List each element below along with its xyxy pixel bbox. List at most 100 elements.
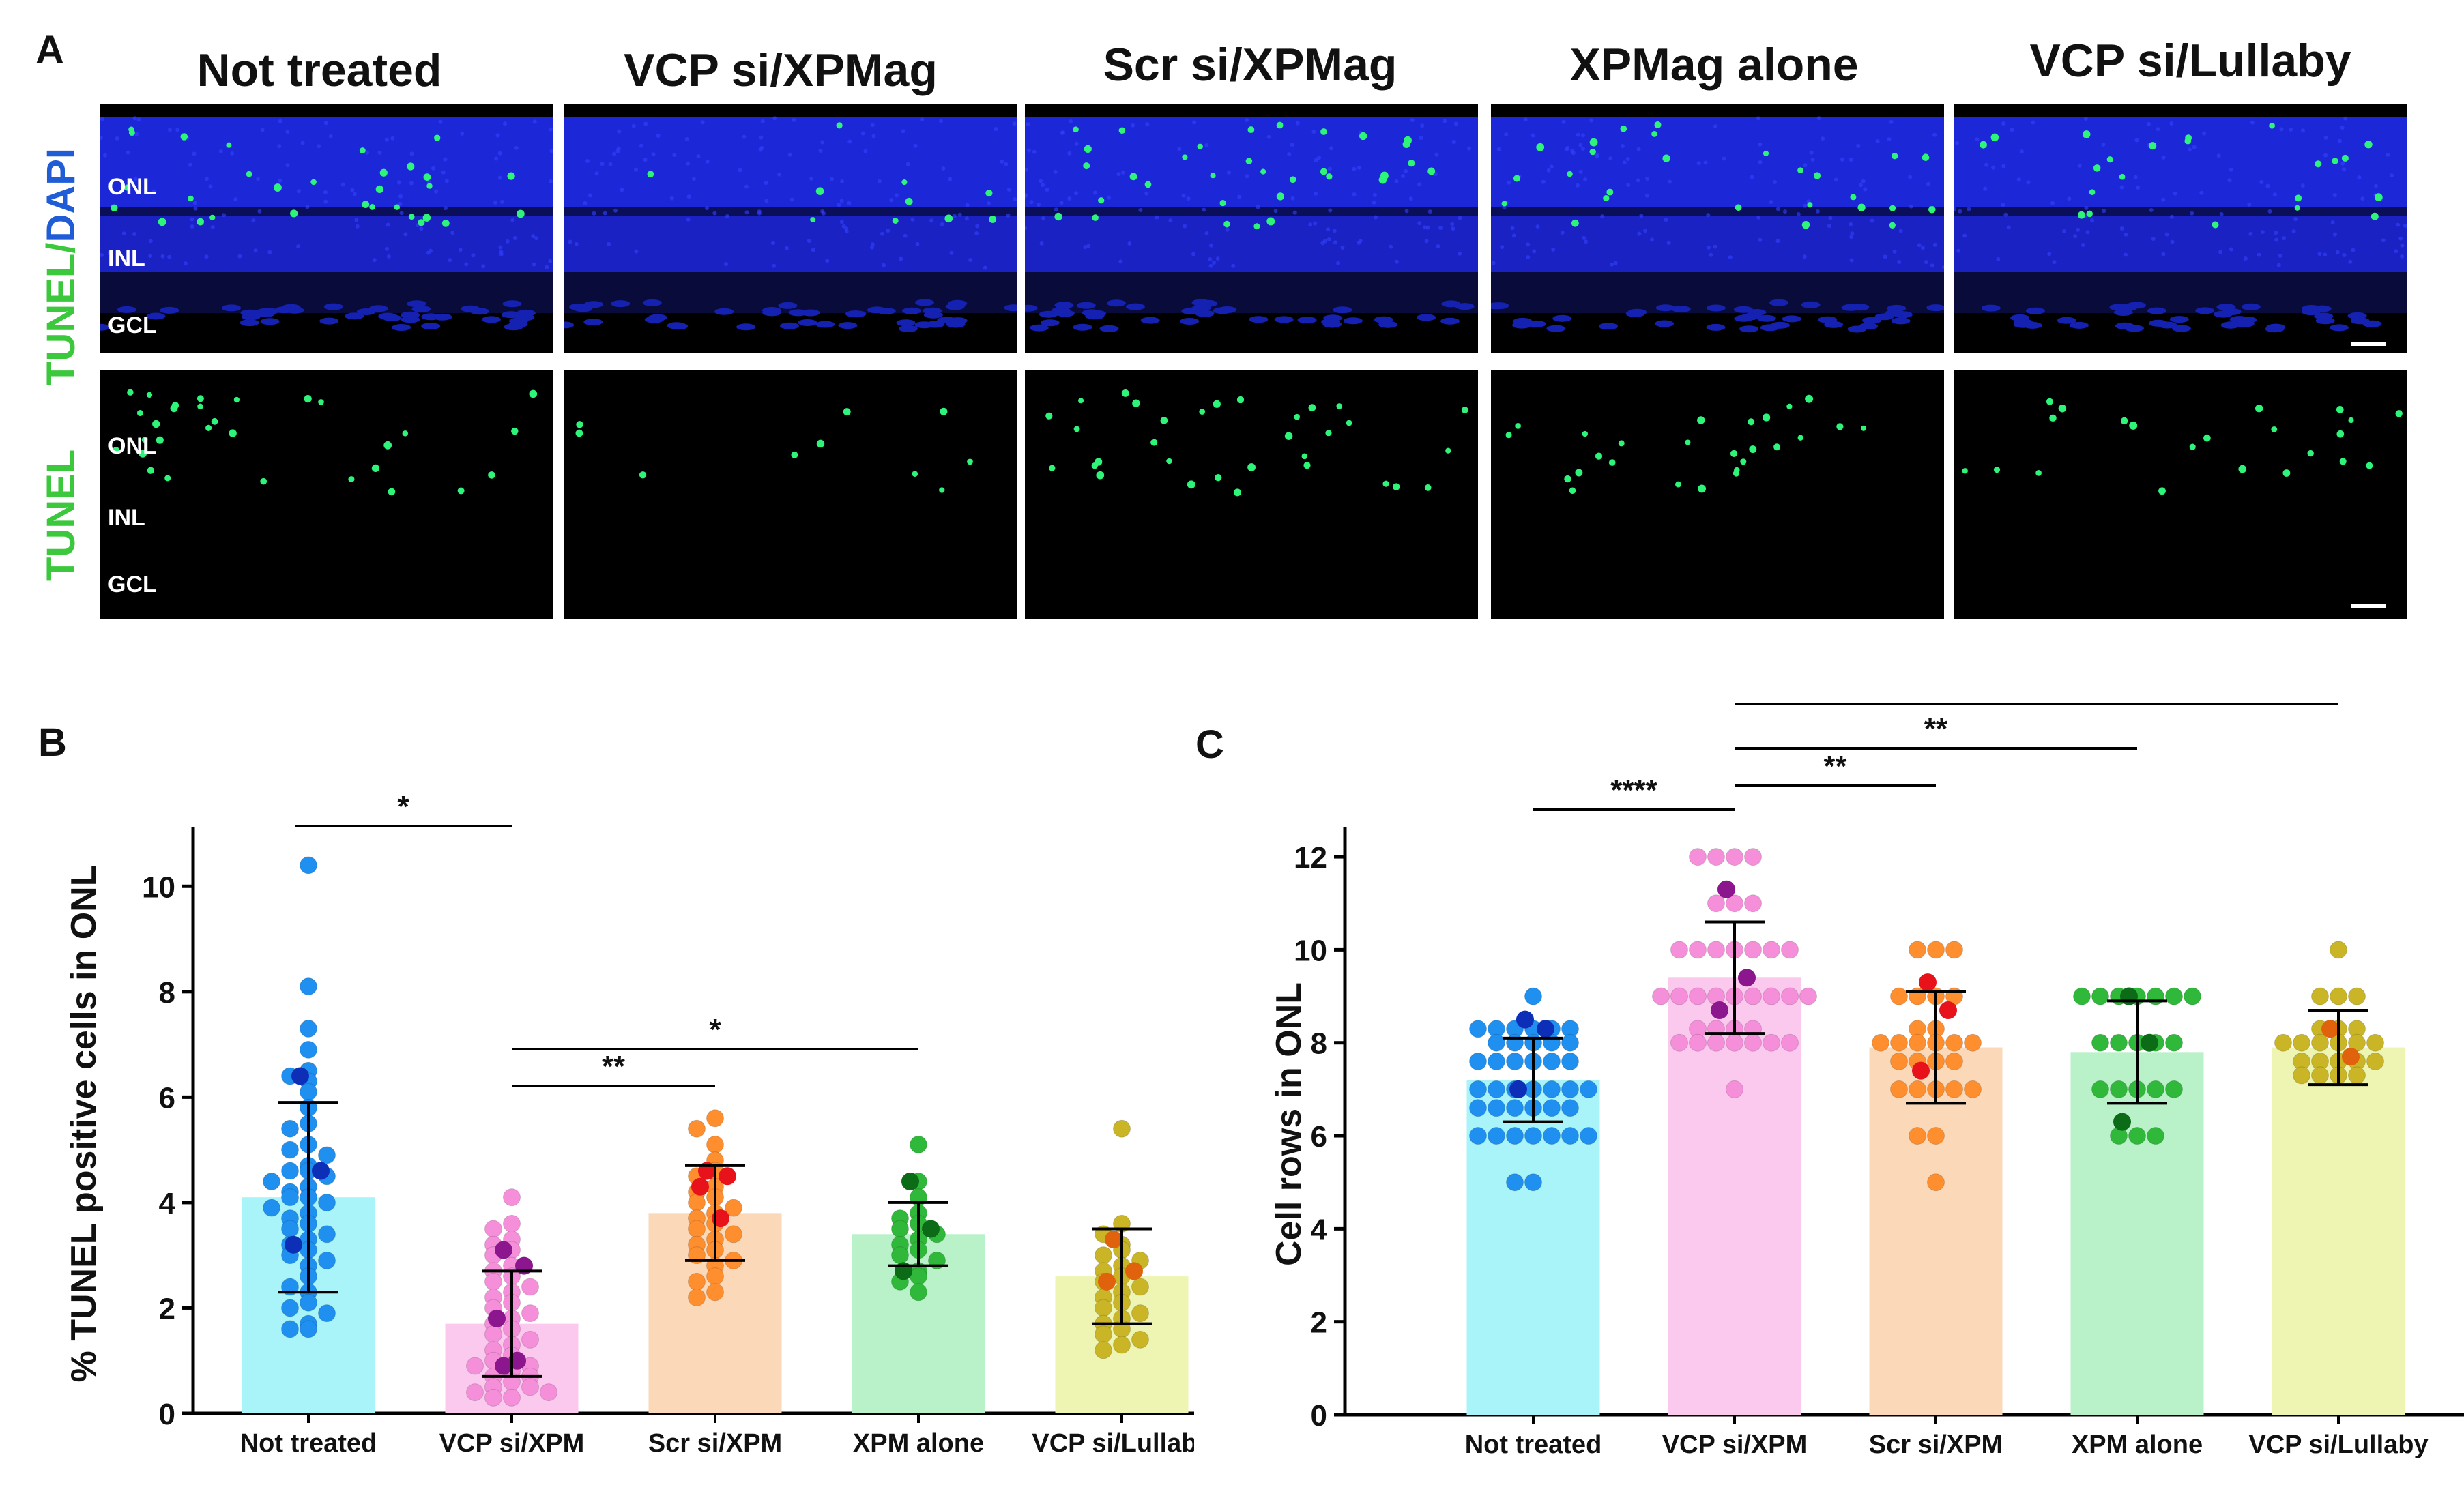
data-point bbox=[1689, 1033, 1707, 1052]
data-point bbox=[484, 1325, 502, 1344]
micrograph-r1-c1 bbox=[100, 104, 553, 353]
data-point bbox=[2165, 1080, 2183, 1098]
data-point bbox=[688, 1193, 706, 1211]
data-point bbox=[2274, 1033, 2292, 1052]
micrograph-image bbox=[1491, 104, 1944, 353]
data-point bbox=[706, 1283, 724, 1302]
data-point bbox=[281, 1220, 299, 1238]
data-point bbox=[1744, 848, 1762, 866]
bar-4 bbox=[2272, 1047, 2405, 1415]
data-point-highlight bbox=[285, 1235, 302, 1254]
data-point bbox=[1561, 1033, 1579, 1052]
y-tick-label: 2 bbox=[159, 1292, 175, 1325]
micrograph-r1-c5 bbox=[1954, 104, 2407, 353]
y-axis-label: Cell rows in ONL bbox=[1269, 982, 1309, 1266]
bar-3 bbox=[2070, 1052, 2204, 1415]
data-point-highlight bbox=[2342, 1048, 2360, 1066]
data-point bbox=[300, 1040, 317, 1059]
data-point bbox=[1744, 987, 1762, 1005]
data-point bbox=[1927, 941, 1945, 959]
data-point bbox=[910, 1267, 927, 1286]
data-point-highlight bbox=[901, 1173, 919, 1190]
y-tick-label: 12 bbox=[1294, 841, 1327, 874]
bar-2 bbox=[1869, 1047, 2003, 1415]
data-point bbox=[2147, 1127, 2164, 1145]
micrograph-image bbox=[1491, 370, 1944, 619]
data-point bbox=[1524, 987, 1542, 1005]
y-tick-label: 10 bbox=[142, 870, 175, 904]
micrograph-image bbox=[1954, 104, 2407, 353]
data-point-highlight bbox=[495, 1241, 512, 1259]
x-tick-label: Scr si/XPM bbox=[648, 1429, 782, 1458]
data-point bbox=[688, 1272, 706, 1291]
data-point bbox=[1524, 1127, 1542, 1145]
y-tick-label: 2 bbox=[1311, 1306, 1327, 1340]
panel-letter-a: A bbox=[35, 28, 64, 72]
data-point-highlight bbox=[1919, 973, 1937, 992]
data-point bbox=[1543, 1127, 1561, 1145]
data-point bbox=[688, 1289, 706, 1306]
micrograph-r2-c1 bbox=[100, 370, 553, 619]
scale-bar bbox=[2351, 342, 2386, 346]
data-point bbox=[318, 1304, 336, 1323]
data-point bbox=[1707, 941, 1725, 959]
data-point bbox=[521, 1304, 539, 1323]
data-point-highlight bbox=[2321, 1020, 2339, 1038]
micrograph-image bbox=[1025, 370, 1478, 619]
data-point bbox=[2293, 1033, 2310, 1052]
data-point bbox=[1781, 1033, 1799, 1052]
data-point bbox=[2330, 987, 2347, 1005]
data-point bbox=[1945, 1033, 1963, 1052]
data-point bbox=[1763, 1033, 1780, 1052]
x-tick-label: VCP si/XPM bbox=[1662, 1430, 1808, 1459]
data-point bbox=[1890, 987, 1908, 1005]
data-point bbox=[1670, 1033, 1688, 1052]
data-point bbox=[1909, 941, 1926, 959]
data-point bbox=[1927, 1127, 1945, 1145]
data-point bbox=[688, 1220, 706, 1238]
data-point bbox=[2091, 987, 2109, 1005]
data-point bbox=[910, 1135, 927, 1153]
data-point bbox=[1689, 987, 1707, 1005]
data-point-highlight bbox=[1516, 1010, 1534, 1029]
significance-label: ** bbox=[1823, 750, 1847, 783]
x-tick-label: XPM alone bbox=[853, 1429, 984, 1458]
data-point bbox=[1506, 1127, 1524, 1145]
data-point-highlight bbox=[312, 1162, 330, 1180]
micrograph-r2-c4 bbox=[1491, 370, 1944, 619]
layer-label-gcl: GCL bbox=[108, 312, 157, 338]
data-point bbox=[1799, 987, 1817, 1005]
y-tick-label: 10 bbox=[1294, 934, 1327, 967]
column-title-vcp-si-lullaby: VCP si/Lullaby bbox=[2029, 35, 2351, 87]
data-point bbox=[521, 1378, 539, 1396]
data-point bbox=[2110, 1080, 2128, 1098]
data-point bbox=[1095, 1341, 1112, 1359]
data-point bbox=[2293, 1066, 2310, 1085]
data-point bbox=[281, 1119, 299, 1138]
micrograph-r2-c5 bbox=[1954, 370, 2407, 619]
data-point bbox=[2366, 1052, 2384, 1070]
data-point bbox=[1726, 1033, 1743, 1052]
column-title-scr-si-xpmag: Scr si/XPMag bbox=[1103, 39, 1397, 91]
dapi-stain-text: DAPI bbox=[39, 147, 83, 243]
data-point bbox=[1689, 941, 1707, 959]
data-point bbox=[1964, 1080, 1982, 1098]
data-point bbox=[1744, 941, 1762, 959]
micrograph-r1-c2 bbox=[564, 104, 1017, 353]
data-point bbox=[1488, 1099, 1505, 1117]
row2-stain-label: TUNEL bbox=[38, 450, 84, 581]
data-point bbox=[2311, 1066, 2329, 1085]
data-point bbox=[2366, 1033, 2384, 1052]
data-point bbox=[1890, 1033, 1908, 1052]
data-point bbox=[466, 1383, 484, 1402]
data-point bbox=[1890, 1052, 1908, 1070]
data-point bbox=[2128, 1127, 2146, 1145]
data-point bbox=[1131, 1278, 1149, 1296]
data-point bbox=[1543, 1099, 1561, 1117]
data-point-highlight bbox=[488, 1309, 506, 1327]
data-point-highlight bbox=[1939, 1001, 1957, 1020]
x-tick-label: Scr si/XPM bbox=[1869, 1430, 2003, 1459]
data-point bbox=[1469, 1020, 1487, 1038]
data-point bbox=[263, 1173, 280, 1190]
data-point bbox=[706, 1109, 724, 1128]
